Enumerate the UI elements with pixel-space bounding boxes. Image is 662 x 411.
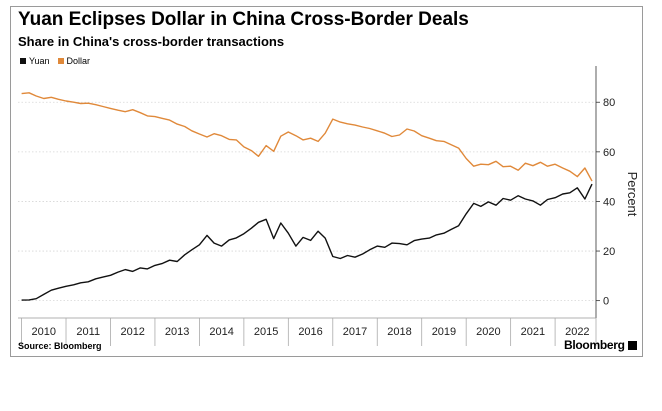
x-tick-label: 2016 xyxy=(298,326,322,338)
brand-name: Bloomberg xyxy=(564,338,625,352)
x-tick-label: 2014 xyxy=(209,326,233,338)
x-tick-label: 2011 xyxy=(76,326,100,338)
x-tick-label: 2010 xyxy=(32,326,56,338)
x-tick-label: 2022 xyxy=(565,326,589,338)
y-tick-label: 80 xyxy=(603,97,615,109)
legend-swatch-dollar xyxy=(57,58,64,64)
x-tick-label: 2017 xyxy=(343,326,367,338)
chart-title: Yuan Eclipses Dollar in China Cross-Bord… xyxy=(18,9,469,30)
legend-label-dollar: Dollar xyxy=(66,56,91,66)
chart-frame xyxy=(10,6,643,357)
x-tick-label: 2020 xyxy=(476,326,500,338)
legend-swatch-yuan xyxy=(20,58,26,64)
bloomberg-logo: Bloomberg xyxy=(564,338,637,352)
bloomberg-icon xyxy=(627,341,637,350)
series-line-dollar xyxy=(21,92,593,182)
y-tick-label: 60 xyxy=(603,147,615,159)
x-tick-label: 2019 xyxy=(432,326,456,338)
x-tick-label: 2018 xyxy=(387,326,411,338)
legend-item-yuan: Yuan xyxy=(20,56,50,66)
y-axis-title: Percent xyxy=(625,172,640,217)
legend: Yuan Dollar xyxy=(20,56,90,66)
series-line-yuan xyxy=(21,183,593,301)
y-tick-label: 40 xyxy=(603,196,615,208)
source-note: Source: Bloomberg xyxy=(18,341,102,351)
y-tick-label: 0 xyxy=(603,296,609,308)
legend-item-dollar: Dollar xyxy=(57,56,91,66)
x-tick-label: 2015 xyxy=(254,326,278,338)
chart-subtitle: Share in China's cross-border transactio… xyxy=(18,34,285,49)
x-tick-label: 2021 xyxy=(521,326,545,338)
legend-label-yuan: Yuan xyxy=(29,56,50,66)
x-tick-label: 2012 xyxy=(120,326,144,338)
y-tick-label: 20 xyxy=(603,246,615,258)
x-tick-label: 2013 xyxy=(165,326,189,338)
